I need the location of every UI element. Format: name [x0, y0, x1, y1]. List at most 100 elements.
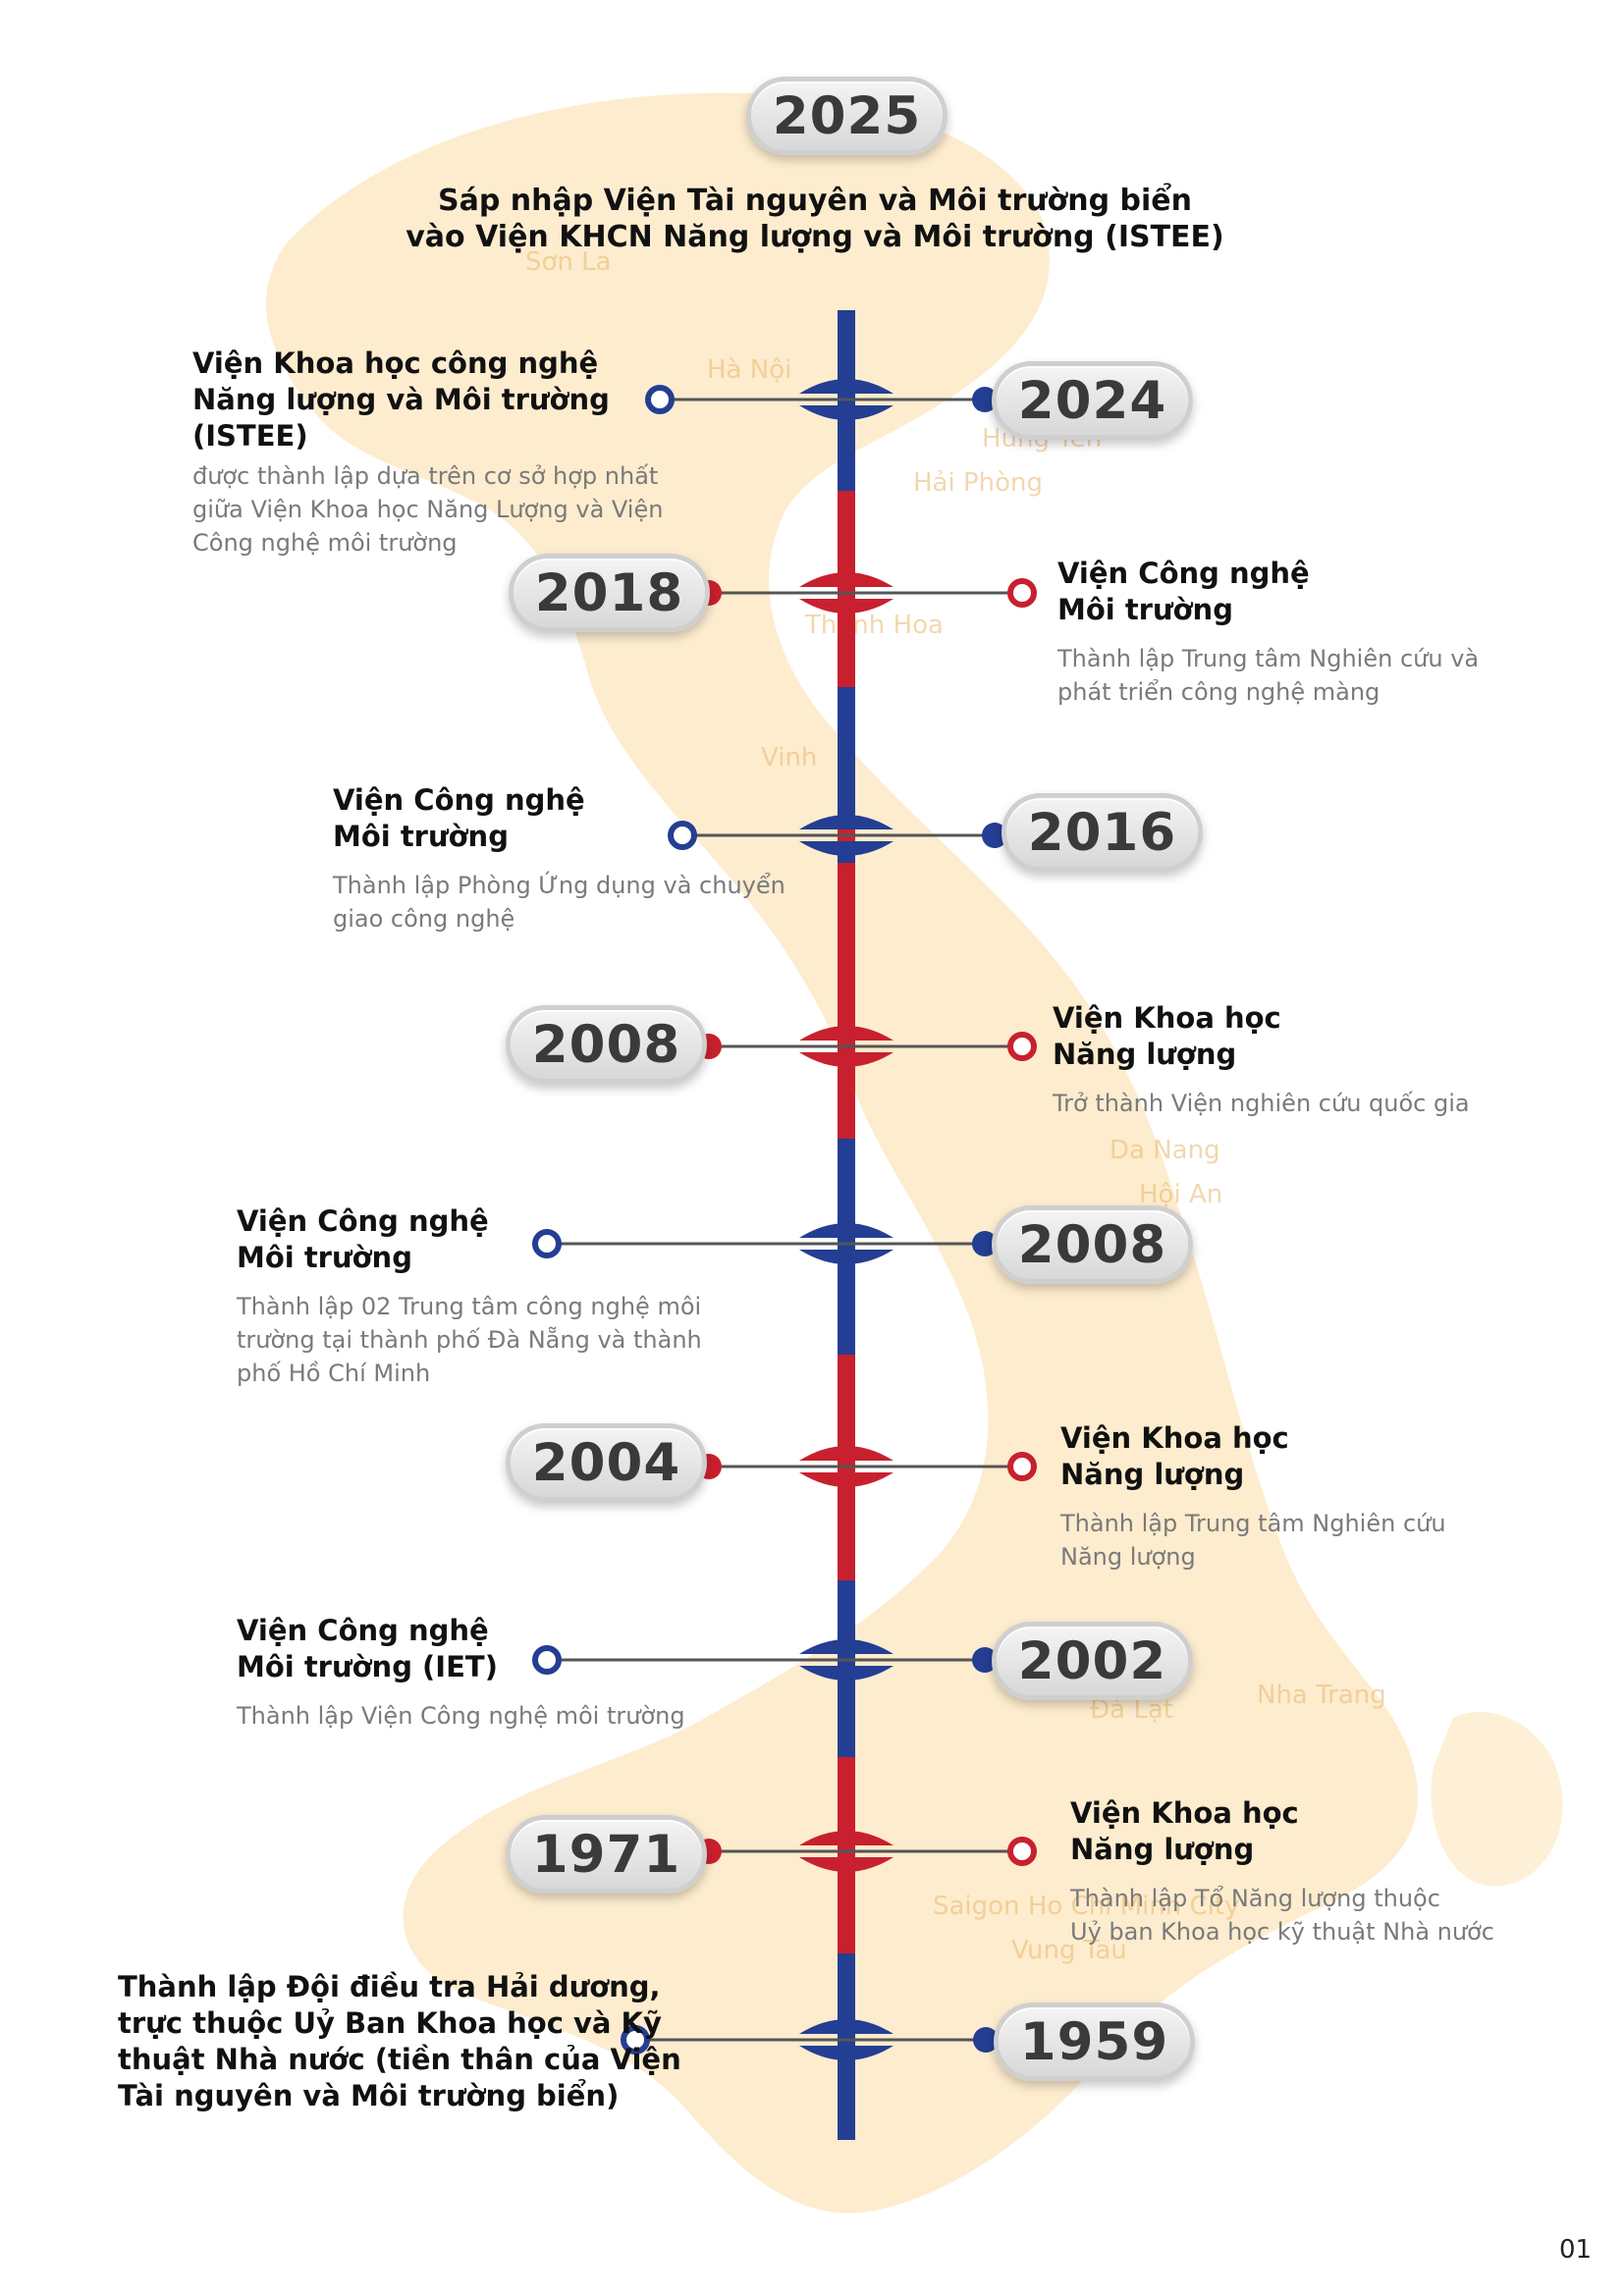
axis-marker-stem [838, 2012, 855, 2026]
event-title-line: (ISTEE) [192, 419, 308, 453]
year-label: 2002 [1017, 1630, 1167, 1691]
axis-marker-stem [838, 2054, 855, 2067]
axis-marker-bottom [799, 1472, 893, 1487]
event-description-line: Thành lập 02 Trung tâm công nghệ môi [237, 1293, 702, 1320]
filled-dot [982, 823, 1007, 848]
event-description-line: Uỷ ban Khoa học kỹ thuật Nhà nước [1070, 1918, 1494, 1946]
event-title-line: Thành lập Đội điều tra Hải dương, [118, 1970, 661, 2003]
axis-marker-top [799, 1026, 893, 1041]
header-title: Sáp nhập Viện Tài nguyên và Môi trường b… [373, 183, 1257, 255]
map-label-nha-trang: Nha Trang [1257, 1681, 1386, 1710]
event-description-line: phố Hồ Chí Minh [237, 1360, 431, 1387]
axis-segment [838, 1139, 855, 1266]
axis-segment [838, 1355, 855, 1443]
axis-marker-stem [838, 413, 855, 427]
event-title: Viện Công nghệ Môi trường [237, 1203, 489, 1276]
filled-dot [972, 387, 998, 412]
year-label: 2018 [534, 562, 684, 623]
header-title-line: Sáp nhập Viện Tài nguyên và Môi trường b… [438, 184, 1192, 218]
year-label: 1959 [1019, 2011, 1169, 2072]
axis-marker-stem [838, 372, 855, 386]
axis-segment [838, 491, 855, 579]
event-title-line: Viện Công nghệ [237, 1614, 489, 1647]
axis-segment [838, 628, 855, 687]
event-description: được thành lập dựa trên cơ sở hợp nhất g… [192, 459, 663, 560]
event-description: Thành lập Tổ Năng lượng thuộc Uỷ ban Kho… [1070, 1882, 1494, 1949]
axis-marker-stem [838, 1060, 855, 1074]
year-pill: 2016 [1001, 793, 1203, 872]
event-title: Viện Công nghệ Môi trường (IET) [237, 1613, 498, 1685]
axis-marker-stem [838, 1824, 855, 1838]
year-pill: 1971 [506, 1815, 707, 1894]
axis-marker-stem [838, 1480, 855, 1494]
year-pill: 2008 [992, 1205, 1193, 1284]
event-description: Thành lập Phòng Ứng dụng và chuyển giao … [333, 869, 785, 935]
event-description-line: Công nghệ môi trường [192, 529, 458, 557]
axis-marker-bottom [799, 1666, 893, 1681]
year-pill: 2002 [992, 1622, 1193, 1700]
page-number: 01 [1559, 2235, 1593, 2265]
axis-segment [838, 1757, 855, 1826]
map-label-hai-phong: Hải Phòng [913, 468, 1043, 498]
event-description-line: Thành lập Trung tâm Nghiên cứu [1060, 1510, 1446, 1537]
axis-marker-stem [838, 565, 855, 579]
axis-segment [838, 687, 855, 825]
event-title-line: Môi trường [1057, 593, 1233, 626]
event-description-line: Trở thành Viện nghiên cứu quốc gia [1053, 1090, 1470, 1117]
filled-dot [972, 1647, 998, 1673]
axis-marker-stem [838, 1019, 855, 1033]
ring-dot [1007, 1452, 1037, 1481]
year-pill: 1959 [994, 2002, 1195, 2081]
axis-marker-top [799, 1639, 893, 1654]
map-label-thanh-hoa: Thanh Hoa [804, 611, 944, 640]
year-label: 2004 [531, 1432, 681, 1493]
ring-dot [1007, 1032, 1037, 1061]
year-label: 2016 [1027, 802, 1177, 863]
ring-dot [668, 821, 697, 850]
axis-marker-stem [838, 849, 855, 863]
axis-marker-stem [838, 1216, 855, 1230]
event-description: Thành lập Viện Công nghệ môi trường [237, 1699, 685, 1733]
event-title-line: Viện Công nghệ [333, 783, 585, 817]
event-title-line: trực thuộc Uỷ Ban Khoa học và Kỹ [118, 2006, 662, 2040]
axis-marker-top [799, 379, 893, 394]
map-label-da-nang: Da Nang [1110, 1136, 1220, 1165]
axis-marker-top [799, 1446, 893, 1461]
event-title-line: Viện Khoa học [1070, 1796, 1299, 1830]
axis-marker-bottom [799, 599, 893, 614]
year-label: 2008 [1017, 1214, 1167, 1275]
axis-marker-top [799, 1831, 893, 1845]
axis-marker-top [799, 2019, 893, 2034]
axis-segment [838, 942, 855, 991]
ring-dot [1007, 578, 1037, 608]
event-title-line: Môi trường (IET) [237, 1650, 498, 1683]
event-description-line: Thành lập Tổ Năng lượng thuộc [1070, 1885, 1440, 1912]
map-label-ha-noi: Hà Nội [707, 355, 791, 385]
ring-dot [532, 1229, 562, 1258]
year-pill: 2008 [506, 1005, 707, 1084]
event-description-line: phát triển công nghệ màng [1057, 678, 1380, 706]
filled-dot [973, 2027, 999, 2053]
axis-segment [838, 1953, 855, 2022]
event-title: Viện Khoa học Năng lượng [1060, 1420, 1289, 1493]
event-title-line: Viện Khoa học [1053, 1001, 1281, 1035]
year-pill: 2018 [509, 554, 710, 632]
header-title-line: vào Viện KHCN Năng lượng và Môi trường (… [406, 220, 1224, 254]
event-title-line: Viện Công nghệ [237, 1204, 489, 1238]
axis-segment [838, 1266, 855, 1355]
axis-marker-stem [838, 1439, 855, 1453]
axis-marker-stem [838, 1257, 855, 1271]
event-title: Viện Công nghệ Môi trường [1057, 556, 1310, 628]
event-title-line: Môi trường [237, 1241, 412, 1274]
axis-marker-stem [838, 607, 855, 620]
year-pill: 2024 [992, 361, 1193, 440]
event-title: Viện Khoa học công nghệ Năng lượng và Mô… [192, 346, 610, 454]
year-pill: 2004 [506, 1423, 707, 1502]
axis-marker-bottom [799, 1250, 893, 1264]
event-description: Thành lập Trung tâm Nghiên cứu và phát t… [1057, 642, 1479, 709]
axis-marker-top [799, 572, 893, 587]
event-title-line: thuật Nhà nước (tiền thân của Viện [118, 2043, 681, 2076]
event-title-line: Năng lượng [1060, 1458, 1245, 1491]
event-title: Viện Khoa học Năng lượng [1070, 1795, 1299, 1868]
